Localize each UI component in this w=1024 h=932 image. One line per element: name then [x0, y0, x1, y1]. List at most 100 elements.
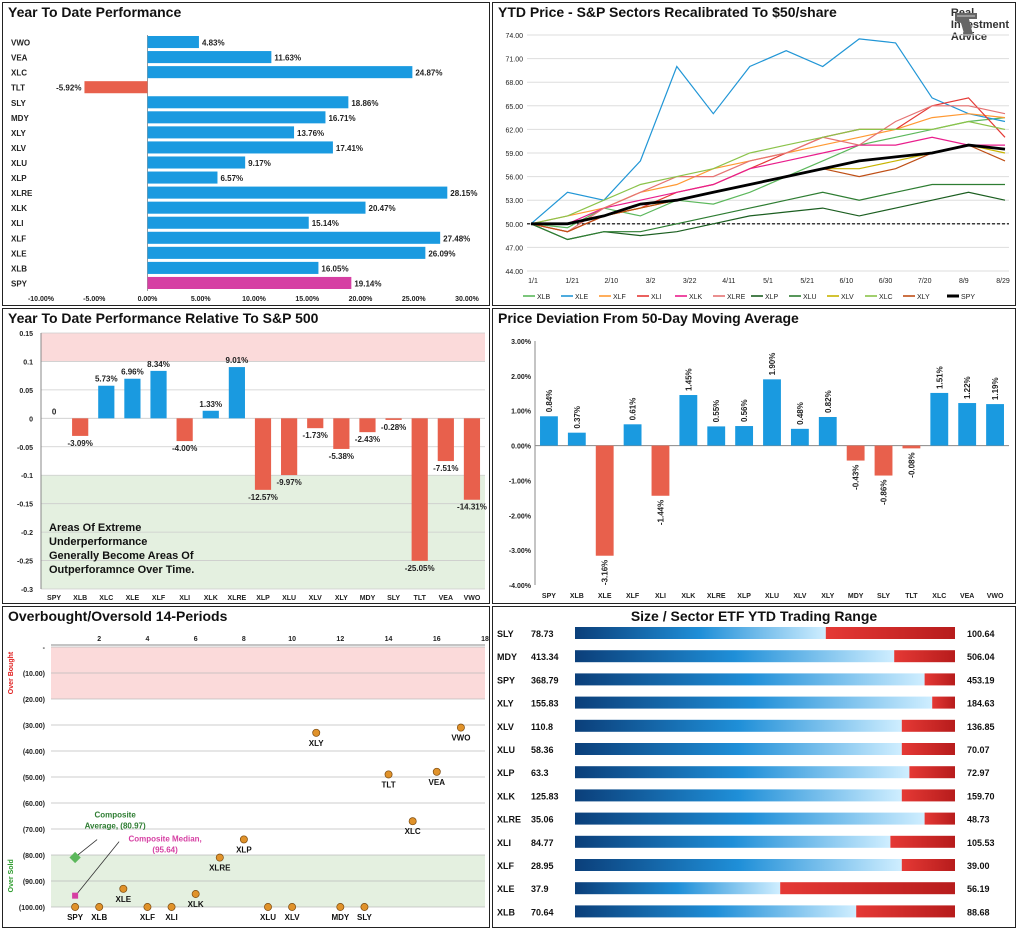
ytd-performance-title: Year To Date Performance — [8, 4, 182, 20]
range-bar-red — [890, 835, 955, 848]
rel-value-label: 1.33% — [199, 400, 222, 409]
ytd-value-label: 16.71% — [328, 114, 355, 123]
relative-performance-chart: 0.15 0.1 0.05 0 -0.05 -0.1 -0.15 -0.2 -0.25 -0.3 0… — [17, 331, 487, 602]
dev-category-label: XLB — [570, 593, 584, 600]
range-bar-red — [901, 719, 955, 732]
price-series-line — [530, 113, 1006, 225]
range-row-low: 37.9 — [531, 884, 549, 894]
range-bar-red — [780, 882, 955, 895]
price-x-tick: 8/9 — [959, 278, 969, 285]
rel-y-tick: -0.05 — [17, 445, 33, 452]
range-row-low: 125.83 — [531, 791, 559, 801]
range-row-name: MDY — [497, 652, 517, 662]
dev-value-label: 1.90% — [768, 353, 777, 376]
range-row-low: 368.79 — [531, 675, 559, 685]
ytd-category-label: TLT — [11, 84, 25, 93]
price-deviation-title: Price Deviation From 50-Day Moving Avera… — [498, 310, 799, 326]
obos-y-tick: (80.00) — [23, 853, 45, 860]
obos-point-label: SPY — [67, 913, 84, 922]
dev-bar — [763, 379, 781, 446]
obos-x-tick: 18 — [481, 636, 489, 643]
rel-bar — [307, 418, 324, 429]
obos-y-tick: (90.00) — [23, 879, 45, 886]
range-bar-blue — [575, 812, 925, 825]
trading-range-title: Size / Sector ETF YTD Trading Range — [630, 608, 878, 624]
dev-value-label: -0.86% — [880, 480, 889, 505]
dev-value-label: -3.16% — [601, 560, 610, 585]
dev-category-label: XLI — [655, 593, 666, 600]
dev-value-label: 1.19% — [991, 377, 1000, 400]
trading-range-panel: Size / Sector ETF YTD Trading Range SLY 7… — [492, 606, 1016, 928]
rel-category-label: XLP — [256, 595, 270, 602]
logo-line-3: Advice — [950, 31, 987, 43]
composite-median-marker — [72, 892, 79, 899]
rel-note-line: Outperforamnce Over Time. — [49, 564, 194, 576]
ytd-category-label: XLF — [11, 234, 26, 243]
obos-point-label: XLP — [236, 845, 252, 854]
rel-bar — [359, 418, 376, 433]
trading-range-chart: SLY 78.73 100.64 MDY 413.34 506.04 SPY 368.79 45… — [497, 627, 995, 918]
range-bar-blue — [575, 673, 925, 686]
obos-point — [456, 723, 465, 732]
dev-bar — [623, 424, 642, 446]
dev-category-label: SLY — [877, 593, 890, 600]
ytd-price-panel: YTD Price - S&P Sectors Recalibrated To … — [492, 2, 1016, 306]
obos-point-label: VWO — [451, 734, 470, 743]
price-series-line — [531, 143, 1006, 226]
ytd-value-label: 19.14% — [354, 279, 381, 288]
range-row-high: 39.00 — [967, 861, 990, 871]
obos-y-tick: (30.00) — [23, 723, 45, 730]
price-legend-label: XLE — [575, 294, 589, 301]
rel-category-label: XLU — [282, 595, 296, 602]
ytd-performance-chart: VWO 4.83% VEA 11.63% XLC 24.87% TLT -5.92% SLY 18… — [11, 35, 480, 303]
dev-category-label: XLV — [793, 593, 806, 600]
ytd-bar — [147, 141, 333, 154]
rel-value-label: -25.05% — [405, 564, 435, 573]
composite-average-marker — [69, 851, 81, 864]
rel-bar — [228, 367, 245, 419]
dev-category-label: XLK — [681, 593, 695, 600]
rel-note-line: Generally Become Areas Of — [49, 550, 194, 562]
overbought-oversold-chart: - (10.00) (20.00) (30.00) (40.00) (50.00) (60.… — [8, 636, 489, 922]
dev-y-tick: 2.00% — [511, 374, 532, 381]
dev-y-tick: -4.00% — [509, 583, 532, 590]
dev-bar — [902, 445, 921, 449]
rel-note-line: Areas Of Extreme — [49, 522, 141, 534]
ytd-category-label: XLI — [11, 219, 23, 228]
dev-y-tick: -2.00% — [509, 513, 532, 520]
obos-point — [360, 903, 369, 911]
obos-x-tick: 2 — [97, 636, 101, 643]
ytd-bar — [147, 231, 441, 244]
rel-category-label: VWO — [464, 595, 481, 602]
dev-bar — [540, 416, 558, 446]
rel-value-label: 6.96% — [121, 368, 144, 377]
price-series-line — [530, 120, 1006, 225]
range-row-low: 155.83 — [531, 699, 559, 709]
dev-value-label: 0.56% — [740, 399, 749, 422]
dev-y-tick: 3.00% — [511, 339, 532, 346]
ytd-bar — [147, 186, 448, 199]
dev-bar — [595, 445, 614, 556]
ytd-bar — [147, 216, 309, 229]
ytd-x-tick: 25.00% — [402, 296, 427, 303]
rel-bar — [124, 378, 141, 419]
price-legend-label: XLRE — [727, 294, 746, 301]
obos-point — [408, 817, 417, 826]
composite-median-leader — [76, 841, 120, 894]
rel-bar — [411, 418, 428, 561]
ytd-category-label: XLB — [11, 264, 27, 273]
ytd-bar — [147, 276, 352, 289]
ytd-value-label: 20.47% — [369, 204, 396, 213]
range-row-high: 72.97 — [967, 768, 990, 778]
obos-point — [312, 728, 321, 737]
dev-category-label: TLT — [905, 593, 918, 600]
price-legend-label: XLV — [841, 294, 854, 301]
rel-bar — [254, 418, 272, 490]
overperformance-zone — [41, 333, 485, 362]
obos-point-label: VEA — [429, 778, 446, 787]
rel-value-label: -1.73% — [303, 431, 328, 440]
ytd-x-tick: 30.00% — [455, 296, 480, 303]
dev-y-tick: 0.00% — [511, 444, 532, 451]
price-x-tick: 2/10 — [605, 278, 619, 285]
composite-average-label: Composite — [94, 811, 136, 820]
